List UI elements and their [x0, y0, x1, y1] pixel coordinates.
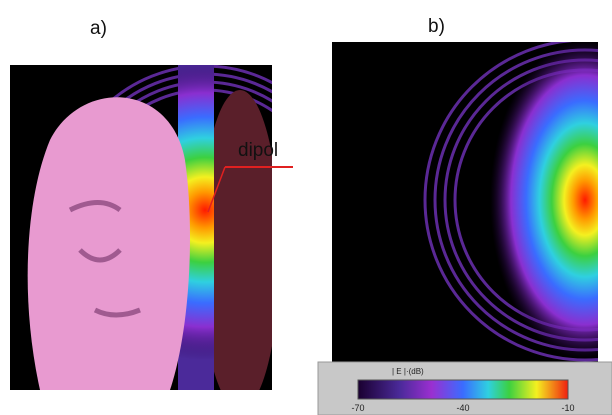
panel-label: a) — [90, 18, 107, 39]
colorbar-tick-label: -40 — [456, 403, 469, 413]
annotation: dipol — [238, 140, 278, 161]
colorbar-label: | E |·(dB) — [392, 367, 424, 376]
panel-a-image — [10, 65, 272, 390]
annotation-arrow — [207, 166, 226, 213]
colorbar-tick-label: -10 — [561, 403, 574, 413]
colorbar — [357, 379, 569, 400]
panel-label: b) — [428, 16, 445, 37]
panel-b-image — [332, 42, 598, 362]
colorbar-tick-label: -70 — [351, 403, 364, 413]
